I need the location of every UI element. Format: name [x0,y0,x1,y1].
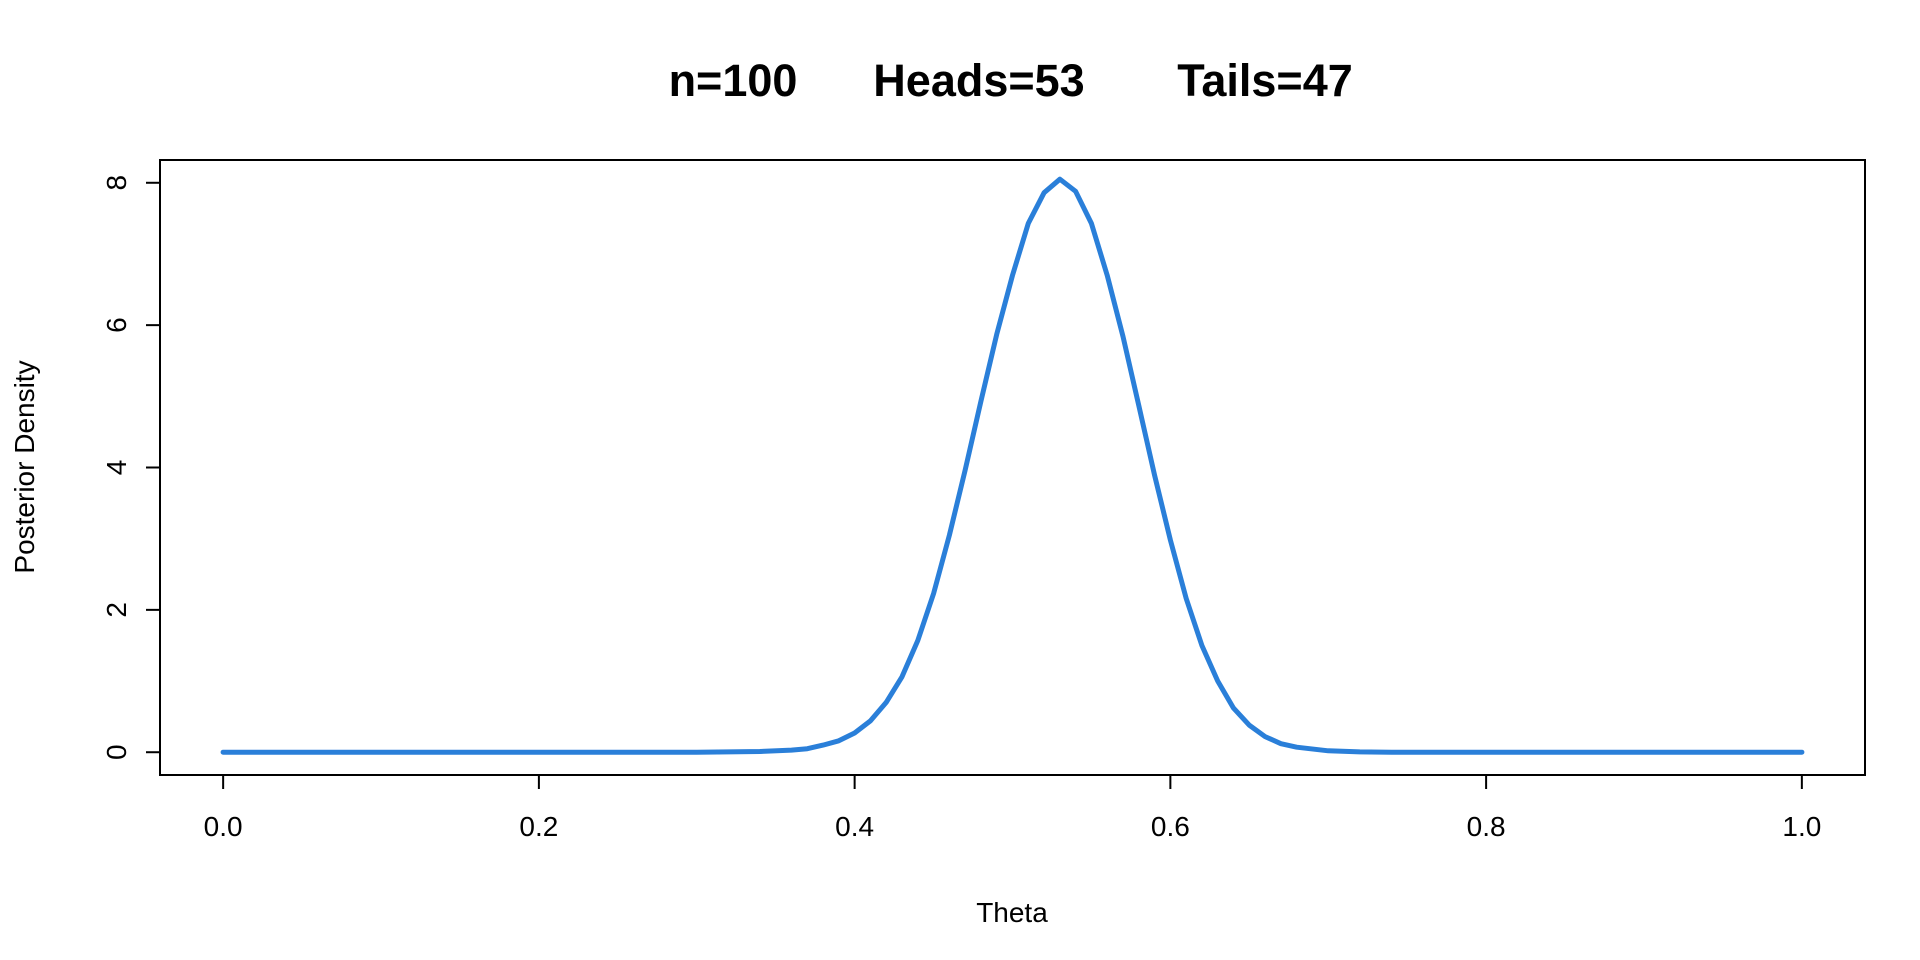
x-tick-label: 0.6 [1151,811,1190,842]
x-tick-label: 1.0 [1782,811,1821,842]
x-axis-label: Theta [976,897,1048,928]
x-tick-label: 0.2 [519,811,558,842]
chart-title-heads: Heads=53 [873,55,1084,106]
plot-frame [159,159,1866,776]
x-axis: 0.0 0.2 0.4 0.6 0.8 1.0 [204,774,1821,842]
y-tick-label: 8 [101,175,132,191]
y-tick-label: 6 [101,317,132,333]
posterior-density-line [220,176,1805,755]
chart-title-n: n=100 [669,55,798,106]
chart-title-tails: Tails=47 [1177,55,1353,106]
x-tick-label: 0.0 [204,811,243,842]
y-axis: 0 2 4 6 8 [101,175,161,760]
series-layer [220,176,1805,755]
y-tick-label: 4 [101,460,132,476]
x-tick-label: 0.4 [835,811,874,842]
x-tick-label: 0.8 [1467,811,1506,842]
y-axis-label: Posterior Density [9,360,40,573]
y-tick-label: 2 [101,602,132,618]
y-tick-label: 0 [101,744,132,760]
